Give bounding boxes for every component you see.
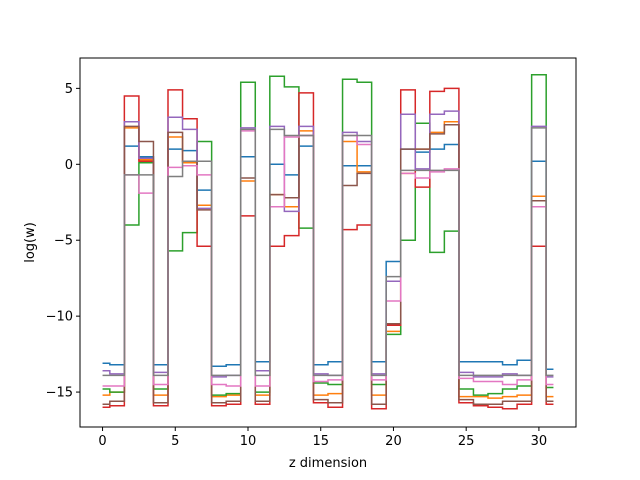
x-tick-label: 20	[385, 434, 402, 449]
x-tick-label: 15	[312, 434, 329, 449]
x-tick-label: 30	[531, 434, 548, 449]
y-tick-label: −15	[46, 386, 73, 401]
series-line-4	[102, 87, 554, 410]
series-line-1	[102, 143, 554, 371]
series-line-8	[102, 127, 554, 377]
x-tick-label: 0	[98, 434, 106, 449]
y-ticks: 5 0 −5 −10 −15	[46, 82, 80, 401]
y-axis-label: log(w)	[23, 222, 38, 263]
y-tick-label: −5	[54, 234, 73, 249]
series-line-6	[102, 124, 554, 405]
x-tick-label: 25	[458, 434, 475, 449]
x-ticks: 0 5 10 15 20 25 30	[98, 427, 547, 449]
y-tick-label: −10	[46, 310, 73, 325]
x-tick-label: 10	[240, 434, 257, 449]
series-line-5	[102, 110, 554, 378]
y-tick-label: 0	[65, 158, 73, 173]
y-tick-label: 5	[65, 82, 73, 97]
plot-frame	[79, 57, 577, 428]
series-layer	[102, 73, 554, 410]
series-line-7	[102, 130, 554, 387]
series-line-3	[102, 73, 554, 396]
x-axis-label: z dimension	[289, 456, 367, 471]
series-line-2	[102, 121, 554, 399]
x-tick-label: 5	[171, 434, 179, 449]
